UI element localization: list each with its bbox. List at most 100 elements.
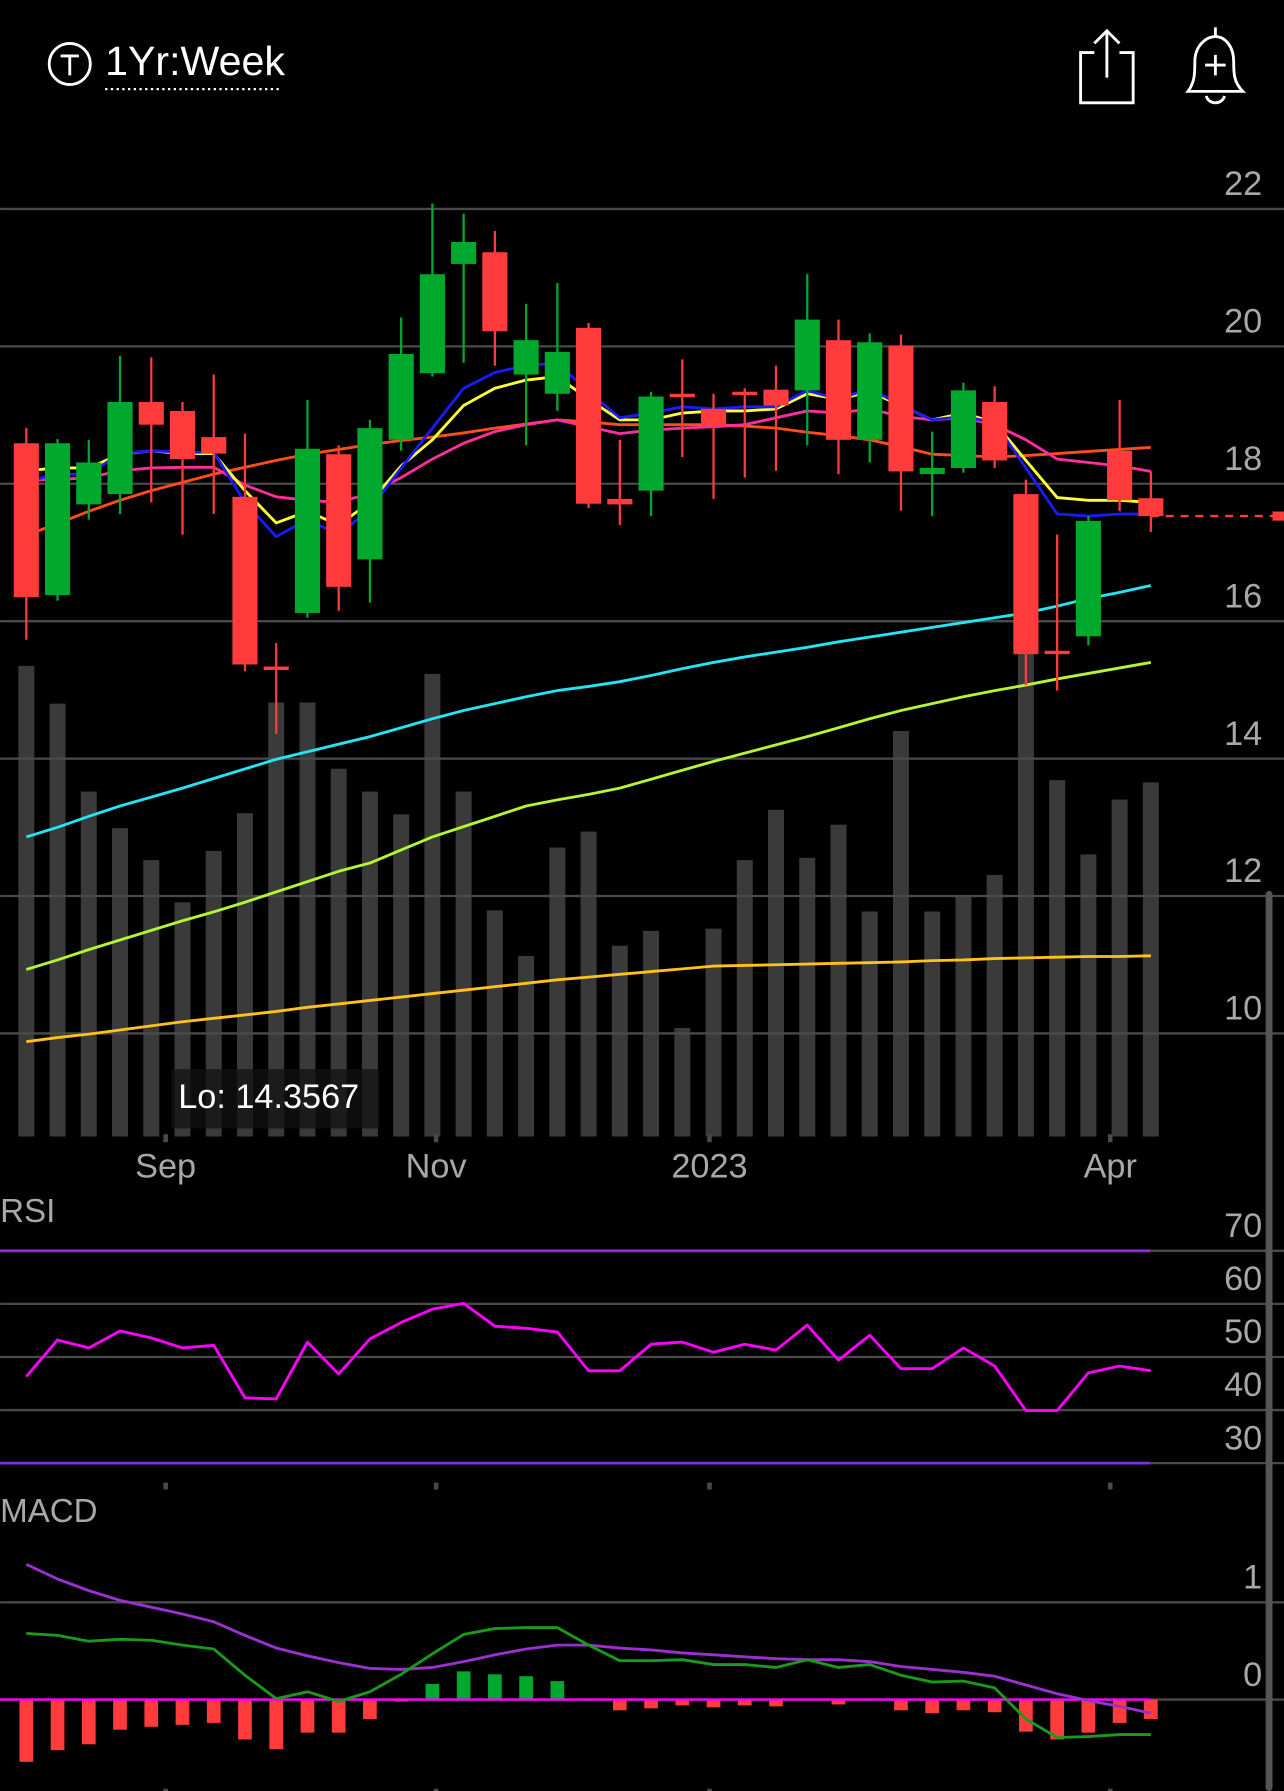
volume-bar — [80, 791, 97, 1137]
candle-body — [919, 467, 945, 475]
histogram-bar — [894, 1699, 908, 1711]
range-selector[interactable]: 1Yr:Week — [47, 38, 285, 91]
y-tick-label: 14 — [1224, 715, 1262, 753]
x-tick-label: 2023 — [671, 1148, 747, 1186]
indicator-line — [26, 1626, 1151, 1739]
histogram-bar — [612, 1699, 627, 1711]
y-tick-label: 16 — [1224, 577, 1262, 615]
volume-bar — [955, 896, 972, 1137]
indicator-line — [25, 1301, 1152, 1413]
last-price-marker — [1272, 511, 1284, 521]
y-tick-label: 1 — [1243, 1559, 1262, 1597]
volume-bar — [330, 768, 347, 1137]
candle-body — [13, 443, 39, 598]
candle-body — [1138, 498, 1164, 517]
histogram-bar — [425, 1684, 440, 1700]
volume-bar — [580, 831, 597, 1137]
candle-body — [888, 345, 914, 472]
volume-bar — [1017, 639, 1034, 1137]
volume-bar — [518, 956, 535, 1137]
histogram-bar — [19, 1699, 34, 1762]
candle-body — [1107, 450, 1133, 501]
x-tick-label: Sep — [135, 1148, 196, 1186]
histogram-bar — [1050, 1699, 1064, 1740]
volume-bar — [486, 910, 503, 1137]
candle-body — [732, 391, 758, 396]
y-tick-label: 40 — [1224, 1366, 1262, 1404]
panel-title: MACD — [0, 1493, 98, 1530]
x-tick-label: Nov — [406, 1148, 468, 1186]
candle-body — [857, 342, 883, 440]
candle-body — [357, 428, 383, 560]
candle-body — [1013, 494, 1039, 655]
alert-button[interactable] — [1185, 27, 1247, 105]
indicator-line — [25, 661, 1152, 971]
histogram-bar — [175, 1699, 190, 1725]
candle-body — [232, 496, 258, 665]
panel-title: RSI — [0, 1193, 55, 1230]
candle-body — [950, 390, 976, 468]
candle-body — [607, 498, 633, 505]
histogram-bar — [675, 1699, 690, 1706]
candle-body — [669, 393, 695, 398]
histogram-bar — [81, 1699, 96, 1745]
histogram-bar — [331, 1699, 346, 1733]
candle-body — [794, 319, 820, 391]
volume-bar — [361, 791, 378, 1137]
candle-body — [388, 353, 414, 440]
histogram-bar — [1019, 1699, 1033, 1732]
share-button[interactable] — [1079, 28, 1135, 105]
indicator-line — [26, 954, 1151, 1044]
histogram-bar — [956, 1699, 971, 1711]
volume-bar — [924, 911, 941, 1137]
volume-bar — [1080, 854, 1097, 1137]
histogram-bar — [550, 1681, 565, 1700]
y-tick-label: 50 — [1224, 1313, 1262, 1351]
candle-body — [169, 410, 196, 460]
volume-bar — [143, 860, 160, 1137]
histogram-bar — [1112, 1699, 1127, 1723]
histogram-bar — [456, 1671, 471, 1700]
candle-body — [638, 396, 664, 491]
y-tick-label: 12 — [1224, 852, 1262, 890]
candle-body — [107, 402, 133, 495]
y-tick-label: 20 — [1224, 303, 1262, 341]
volume-bar — [1111, 799, 1128, 1137]
bell-icon — [1185, 35, 1247, 93]
volume-bar — [18, 665, 35, 1137]
candle-body — [451, 241, 477, 264]
ticker-icon — [47, 41, 92, 86]
y-tick-label: 30 — [1224, 1419, 1262, 1457]
candle-body — [513, 340, 539, 375]
x-tick-label: Apr — [1084, 1148, 1137, 1186]
share-icon-box — [1079, 51, 1135, 105]
volume-bar — [205, 850, 222, 1137]
volume-bar — [986, 874, 1003, 1137]
histogram-bar — [737, 1699, 752, 1706]
y-tick-label: 70 — [1224, 1207, 1262, 1245]
histogram-bar — [831, 1699, 846, 1705]
volume-bar — [549, 847, 566, 1137]
volume-bar — [49, 703, 66, 1137]
share-icon-arrow — [1093, 28, 1121, 78]
low-annotation: Lo: 14.3567 — [178, 1078, 359, 1116]
histogram-bar — [363, 1699, 377, 1720]
histogram-bar — [925, 1699, 940, 1714]
indicator-line — [25, 584, 1152, 839]
candle-body — [700, 408, 727, 425]
histogram-bar — [238, 1699, 252, 1740]
candle-body — [544, 351, 570, 394]
histogram-bar — [50, 1699, 65, 1751]
candle-body — [294, 448, 321, 613]
histogram-bar — [644, 1699, 658, 1709]
ticker-icon-letter — [60, 54, 79, 76]
histogram-bar — [1081, 1699, 1096, 1733]
y-tick-label: 18 — [1224, 440, 1262, 478]
histogram-bar — [987, 1699, 1002, 1713]
scrollbar[interactable] — [1265, 890, 1273, 1791]
range-title[interactable]: 1Yr:Week — [105, 38, 285, 84]
volume-bar — [611, 945, 628, 1137]
volume-bar — [393, 814, 410, 1137]
volume-bar — [299, 702, 316, 1137]
volume-bar — [768, 809, 785, 1137]
